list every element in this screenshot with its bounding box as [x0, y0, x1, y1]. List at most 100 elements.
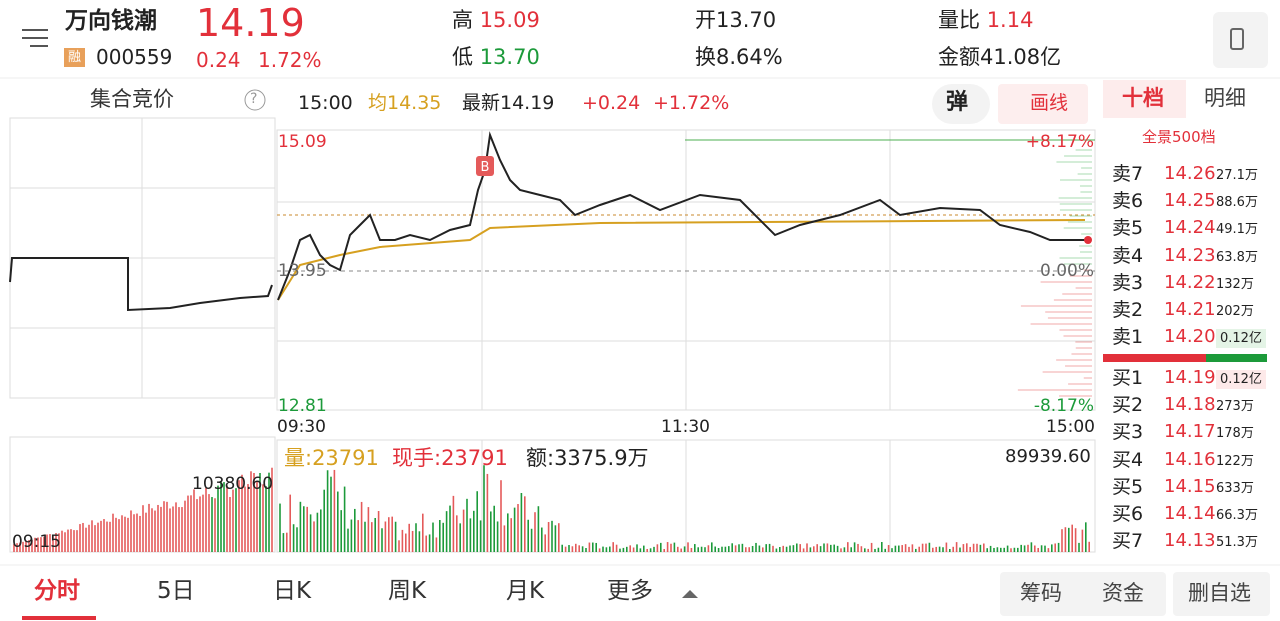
- device-icon: [1230, 28, 1244, 50]
- popup-button[interactable]: [932, 84, 990, 124]
- tab[interactable]: 月K: [506, 578, 545, 604]
- level-price: 14.21: [1164, 299, 1216, 320]
- label: 高: [452, 8, 473, 32]
- level: 买2: [1112, 394, 1144, 417]
- stat: 量比 1.14: [938, 10, 1033, 31]
- buy-marker: [476, 156, 494, 176]
- level-volume: 633万: [1216, 480, 1254, 496]
- stat: 换8.64%: [695, 47, 783, 68]
- tab[interactable]: 周K: [388, 578, 427, 604]
- action[interactable]: 筹码: [1020, 581, 1062, 605]
- level-volume: 49.1万: [1216, 222, 1258, 238]
- level-price: 14.14: [1164, 503, 1216, 524]
- level: 买5: [1112, 475, 1144, 498]
- change: 0.24: [196, 48, 241, 72]
- time-label: 11:30: [661, 417, 710, 437]
- pct-bottom: -8.17%: [1033, 396, 1094, 416]
- vol: 量:23791: [284, 446, 379, 470]
- more-arrow[interactable]: [682, 590, 698, 598]
- pct-top: +8.17%: [1025, 132, 1094, 152]
- auction-label: 集合竞价: [90, 87, 174, 111]
- level-volume: 88.6万: [1216, 195, 1258, 211]
- level-volume: 0.12亿: [1216, 370, 1266, 389]
- grid: [9, 117, 1096, 553]
- volume-bars: [13, 465, 1090, 552]
- badge: 融: [64, 48, 86, 67]
- level: 卖6: [1112, 190, 1144, 213]
- stock-name: 万向钱潮: [65, 8, 157, 34]
- time-label: 09:30: [277, 417, 326, 437]
- level: 卖3: [1112, 271, 1144, 294]
- level-price: 14.26: [1164, 163, 1216, 184]
- time: 15:00: [298, 92, 353, 114]
- tab[interactable]: 十档: [1122, 86, 1164, 110]
- level-volume: 0.12亿: [1216, 329, 1266, 349]
- device-button[interactable]: [1213, 12, 1268, 68]
- stat: 低 13.70: [452, 47, 540, 68]
- level: 买4: [1112, 448, 1144, 471]
- value: 13.70: [716, 8, 777, 32]
- level: 买1: [1112, 367, 1144, 389]
- level-volume: 178万: [1216, 426, 1254, 442]
- action[interactable]: 删自选: [1188, 581, 1251, 605]
- buy-marker-text: B: [481, 160, 490, 175]
- avg: 均14.35: [368, 92, 442, 114]
- help-circle[interactable]: [244, 89, 266, 111]
- level-volume: 66.3万: [1216, 508, 1258, 523]
- stat: 金额41.08亿: [938, 47, 1061, 68]
- code: 000559: [96, 45, 173, 69]
- chg-pct: +1.72%: [653, 92, 730, 114]
- label: 低: [452, 45, 473, 69]
- level-volume: 202万: [1216, 304, 1254, 319]
- change-pct: 1.72%: [258, 48, 322, 72]
- tab-underline: [22, 616, 96, 620]
- level-volume: 132万: [1216, 276, 1254, 292]
- action[interactable]: 资金: [1102, 581, 1144, 605]
- price-line: [277, 131, 1085, 301]
- pct-mid: 0.00%: [1039, 261, 1094, 281]
- action-bg: [1173, 572, 1270, 616]
- level-volume: 27.1万: [1216, 168, 1258, 183]
- level: 卖4: [1112, 244, 1144, 267]
- tab[interactable]: 更多: [607, 578, 653, 604]
- label: 量比: [938, 8, 980, 32]
- tab-active-bg: [1103, 80, 1186, 118]
- level-price: 14.13: [1164, 530, 1216, 552]
- price: 14.19: [196, 1, 305, 45]
- popup[interactable]: 弹: [946, 90, 969, 115]
- level: 卖1: [1112, 326, 1144, 349]
- vol-amount: 额:3375.9万: [526, 446, 649, 470]
- full-depth[interactable]: 全景500档: [1142, 128, 1216, 146]
- draw-button[interactable]: [998, 84, 1088, 124]
- level-price: 14.19: [1164, 367, 1216, 388]
- value: 15.09: [479, 8, 540, 32]
- price-top: 15.09: [278, 132, 327, 152]
- level-price: 14.24: [1164, 217, 1216, 239]
- depth-bars: [1017, 149, 1092, 397]
- level-volume: 122万: [1216, 453, 1254, 469]
- level-price: 14.23: [1164, 244, 1216, 266]
- action-group: [1000, 572, 1166, 616]
- menu-icon[interactable]: [22, 29, 48, 47]
- label: 换: [695, 45, 716, 69]
- sell-ratio: [1103, 354, 1206, 362]
- tab[interactable]: 分时: [34, 578, 80, 604]
- level-price: 14.16: [1164, 448, 1216, 470]
- tab[interactable]: 明细: [1204, 86, 1246, 110]
- level-price: 14.20: [1164, 326, 1216, 348]
- price-bottom: 12.81: [278, 396, 327, 416]
- chg: +0.24: [582, 92, 641, 114]
- level-price: 14.17: [1164, 421, 1216, 443]
- auction-vol: 10380.60: [192, 474, 274, 494]
- help[interactable]: ?: [250, 91, 258, 107]
- auction-line: [9, 257, 273, 312]
- level: 卖7: [1112, 163, 1144, 185]
- draw[interactable]: 画线: [1030, 92, 1069, 114]
- level: 买3: [1112, 421, 1144, 444]
- stat: 开13.70: [695, 10, 776, 31]
- value: 1.14: [986, 8, 1034, 32]
- tab[interactable]: 日K: [273, 578, 312, 604]
- tab[interactable]: 5日: [157, 578, 195, 604]
